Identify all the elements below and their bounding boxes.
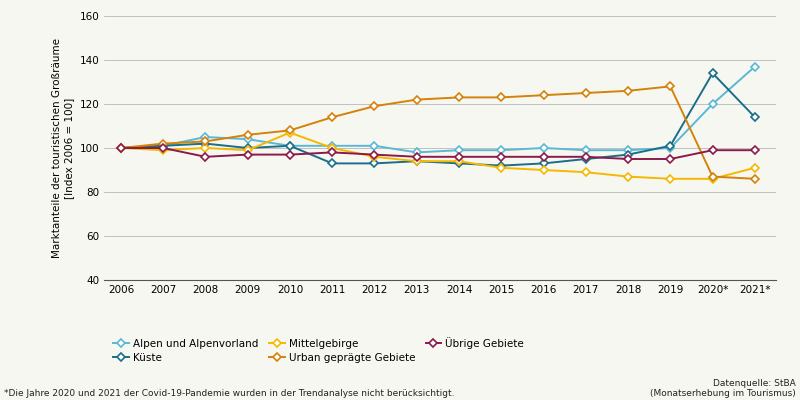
Alpen und Alpenvorland — [412, 150, 422, 155]
Küste — [116, 146, 126, 150]
Alpen und Alpenvorland — [750, 64, 760, 69]
Urban geprägte Gebiete — [666, 84, 675, 89]
Übrige Gebiete — [666, 156, 675, 161]
Line: Küste: Küste — [118, 70, 758, 168]
Mittelgebirge — [623, 174, 633, 179]
Alpen und Alpenvorland — [666, 146, 675, 150]
Mittelgebirge — [243, 148, 253, 152]
Küste — [581, 156, 590, 161]
Küste — [370, 161, 379, 166]
Alpen und Alpenvorland — [581, 148, 590, 152]
Küste — [285, 143, 294, 148]
Y-axis label: Marktanteile der touristischen Großräume
[Index 2006 = 100]: Marktanteile der touristischen Großräume… — [52, 38, 74, 258]
Übrige Gebiete — [412, 154, 422, 159]
Übrige Gebiete — [285, 152, 294, 157]
Mittelgebirge — [581, 170, 590, 174]
Küste — [327, 161, 337, 166]
Mittelgebirge — [454, 159, 464, 164]
Alpen und Alpenvorland — [116, 146, 126, 150]
Alpen und Alpenvorland — [327, 143, 337, 148]
Urban geprägte Gebiete — [243, 132, 253, 137]
Mittelgebirge — [666, 176, 675, 181]
Text: Datenquelle: StBA
(Monatserhebung im Tourismus): Datenquelle: StBA (Monatserhebung im Tou… — [650, 378, 796, 398]
Mittelgebirge — [412, 159, 422, 164]
Alpen und Alpenvorland — [370, 143, 379, 148]
Line: Übrige Gebiete: Übrige Gebiete — [118, 145, 758, 162]
Küste — [243, 146, 253, 150]
Mittelgebirge — [327, 146, 337, 150]
Übrige Gebiete — [327, 150, 337, 155]
Küste — [708, 71, 718, 76]
Urban geprägte Gebiete — [750, 176, 760, 181]
Küste — [201, 141, 210, 146]
Küste — [158, 143, 168, 148]
Übrige Gebiete — [538, 154, 548, 159]
Urban geprägte Gebiete — [623, 88, 633, 93]
Text: *Die Jahre 2020 und 2021 der Covid-19-Pandemie wurden in der Trendanalyse nicht : *Die Jahre 2020 und 2021 der Covid-19-Pa… — [4, 389, 454, 398]
Urban geprägte Gebiete — [538, 93, 548, 98]
Übrige Gebiete — [581, 154, 590, 159]
Urban geprägte Gebiete — [581, 90, 590, 95]
Küste — [750, 115, 760, 120]
Übrige Gebiete — [750, 148, 760, 152]
Küste — [666, 143, 675, 148]
Urban geprägte Gebiete — [454, 95, 464, 100]
Alpen und Alpenvorland — [201, 134, 210, 139]
Mittelgebirge — [201, 146, 210, 150]
Urban geprägte Gebiete — [327, 115, 337, 120]
Mittelgebirge — [497, 165, 506, 170]
Legend: Alpen und Alpenvorland, Küste, Mittelgebirge, Urban geprägte Gebiete, Übrige Geb: Alpen und Alpenvorland, Küste, Mittelgeb… — [110, 333, 528, 367]
Alpen und Alpenvorland — [708, 102, 718, 106]
Küste — [454, 161, 464, 166]
Alpen und Alpenvorland — [623, 148, 633, 152]
Urban geprägte Gebiete — [201, 139, 210, 144]
Urban geprägte Gebiete — [285, 128, 294, 133]
Alpen und Alpenvorland — [538, 146, 548, 150]
Übrige Gebiete — [370, 152, 379, 157]
Küste — [497, 163, 506, 168]
Übrige Gebiete — [116, 146, 126, 150]
Übrige Gebiete — [454, 154, 464, 159]
Alpen und Alpenvorland — [285, 143, 294, 148]
Line: Alpen und Alpenvorland: Alpen und Alpenvorland — [118, 64, 758, 155]
Übrige Gebiete — [201, 154, 210, 159]
Alpen und Alpenvorland — [497, 148, 506, 152]
Mittelgebirge — [285, 130, 294, 135]
Mittelgebirge — [538, 168, 548, 172]
Übrige Gebiete — [708, 148, 718, 152]
Übrige Gebiete — [623, 156, 633, 161]
Alpen und Alpenvorland — [158, 143, 168, 148]
Line: Mittelgebirge: Mittelgebirge — [118, 130, 758, 182]
Urban geprägte Gebiete — [497, 95, 506, 100]
Mittelgebirge — [116, 146, 126, 150]
Urban geprägte Gebiete — [708, 174, 718, 179]
Urban geprägte Gebiete — [116, 146, 126, 150]
Mittelgebirge — [370, 154, 379, 159]
Küste — [538, 161, 548, 166]
Urban geprägte Gebiete — [370, 104, 379, 108]
Mittelgebirge — [158, 148, 168, 152]
Übrige Gebiete — [158, 146, 168, 150]
Mittelgebirge — [750, 165, 760, 170]
Küste — [623, 152, 633, 157]
Urban geprägte Gebiete — [158, 141, 168, 146]
Alpen und Alpenvorland — [243, 137, 253, 142]
Line: Urban geprägte Gebiete: Urban geprägte Gebiete — [118, 84, 758, 182]
Mittelgebirge — [708, 176, 718, 181]
Alpen und Alpenvorland — [454, 148, 464, 152]
Küste — [412, 159, 422, 164]
Übrige Gebiete — [243, 152, 253, 157]
Übrige Gebiete — [497, 154, 506, 159]
Urban geprägte Gebiete — [412, 97, 422, 102]
